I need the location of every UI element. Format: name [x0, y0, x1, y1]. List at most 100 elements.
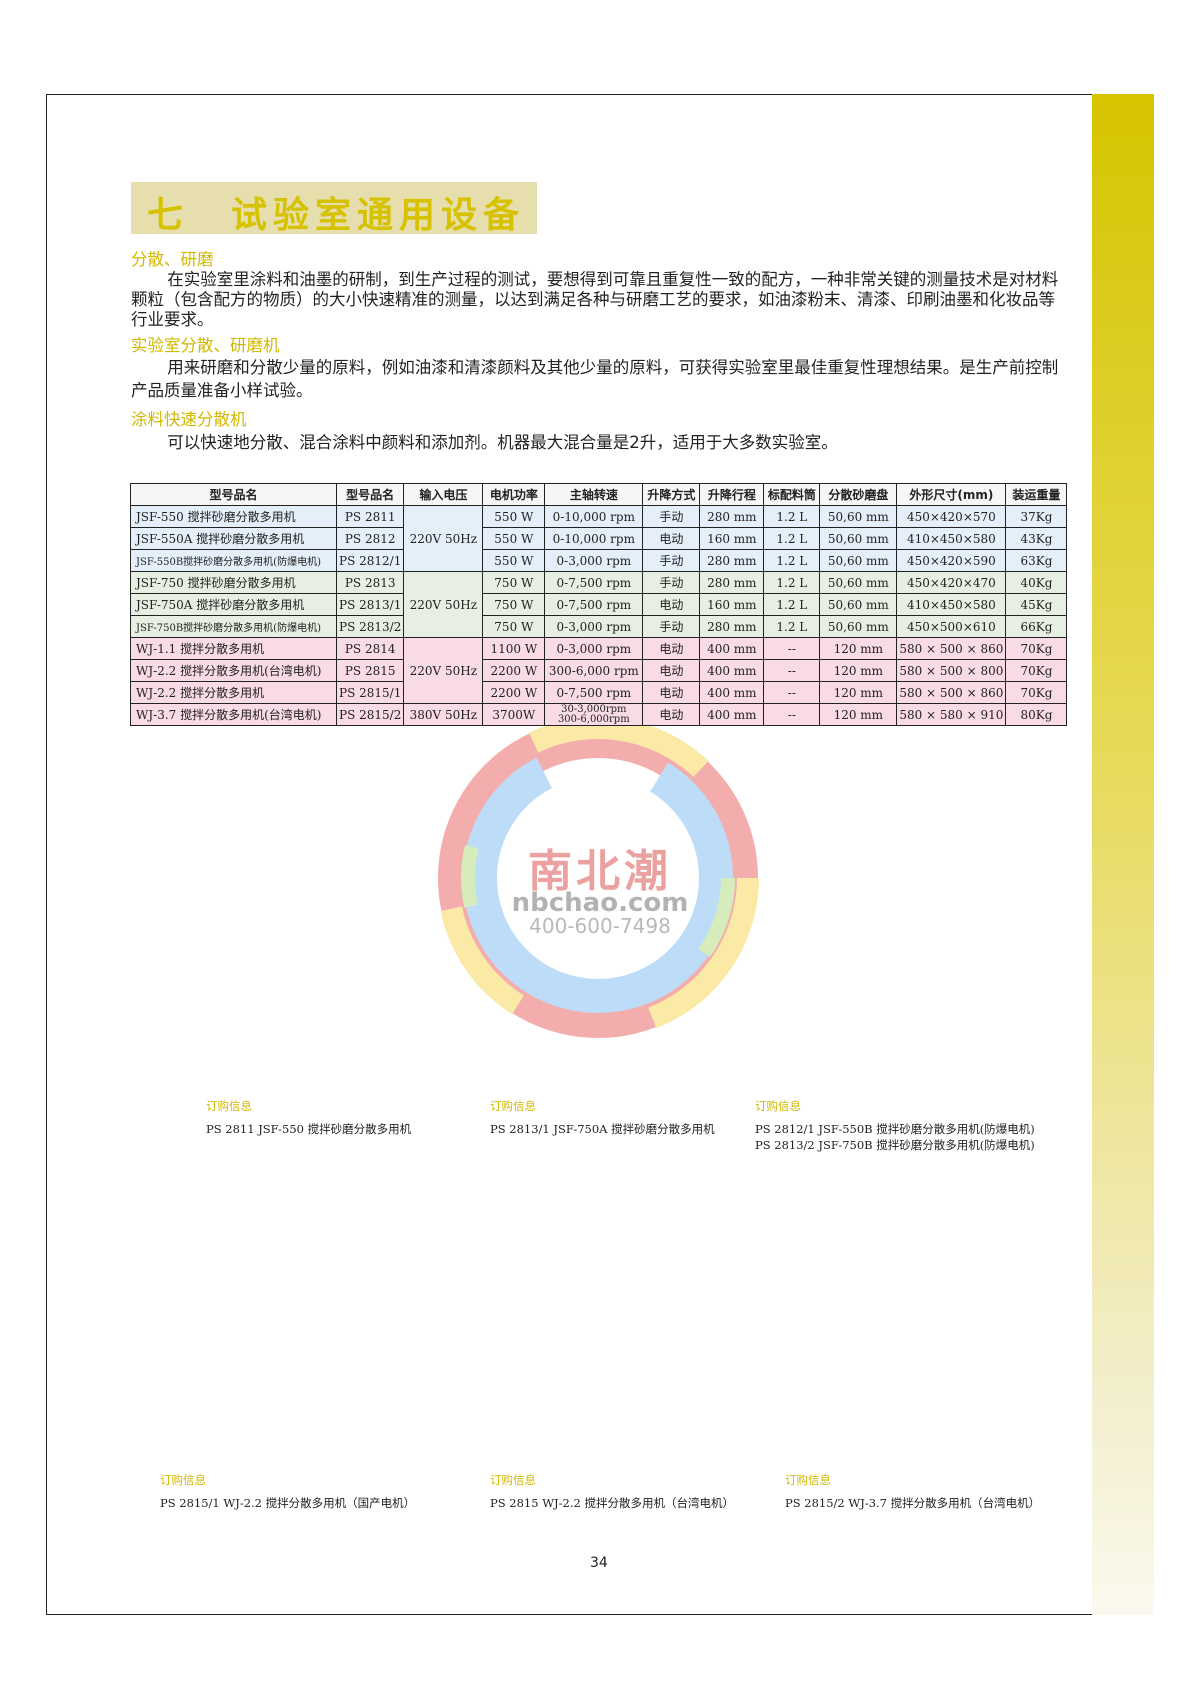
section-body: 在实验室里涂料和油墨的研制，到生产过程的测试，要想得到可靠且重复性一致的配方，一… — [131, 270, 1059, 329]
cell-lift: 电动 — [642, 659, 701, 682]
cell-stroke: 400 mm — [699, 659, 765, 682]
chapter-title-box: 七 试验室通用设备 — [131, 182, 537, 236]
cell-speed: 0-3,000 rpm — [544, 637, 644, 660]
cell-speed: 0-3,000 rpm — [544, 549, 644, 572]
cell-name: WJ-3.7 搅拌分散多用机(台湾电机) — [130, 703, 337, 726]
cell-disc: 120 mm — [819, 703, 898, 726]
section-fast-disperser: 涂料快速分散机 可以快速地分散、混合涂料中颜料和添加剂。机器最大混合量是2升，适… — [131, 410, 1071, 453]
cell-lift: 电动 — [642, 593, 701, 616]
cell-weight: 70Kg — [1005, 659, 1068, 682]
cell-weight: 66Kg — [1005, 615, 1068, 638]
table-row: WJ-2.2 搅拌分散多用机 PS 2815/1 2200 W 0-7,500 rpm… — [130, 681, 1068, 704]
cell-power: 750 W — [482, 615, 546, 638]
cell-model: PS 2815 — [335, 659, 405, 682]
cell-power: 550 W — [482, 505, 546, 528]
cell-power: 750 W — [482, 571, 546, 594]
cell-barrel: 1.2 L — [763, 571, 821, 594]
cell-barrel: 1.2 L — [763, 593, 821, 616]
cell-disc: 50,60 mm — [819, 615, 898, 638]
cell-size: 580 × 500 × 860 — [896, 637, 1007, 660]
cell-size: 580 × 500 × 800 — [896, 659, 1007, 682]
order-info-1: 订购信息 PS 2811 JSF-550 搅拌砂磨分散多用机 — [206, 1098, 411, 1137]
table-row: JSF-750A 搅拌砂磨分散多用机 PS 2813/1 750 W 0-7,500 … — [130, 593, 1068, 616]
table-row: JSF-750B搅拌砂磨分散多用机(防爆电机) PS 2813/2 750 W 0-3… — [130, 615, 1068, 638]
order-line: PS 2815/2 WJ-3.7 搅拌分散多用机（台湾电机） — [785, 1496, 1041, 1510]
section-heading: 涂料快速分散机 — [131, 410, 247, 429]
table-row: JSF-550B搅拌砂磨分散多用机(防爆电机) PS 2812/1 550 W 0-3… — [130, 549, 1068, 572]
section-body: 可以快速地分散、混合涂料中颜料和添加剂。机器最大混合量是2升，适用于大多数实验室… — [167, 433, 838, 452]
order-line: PS 2813/2 JSF-750B 搅拌砂磨分散多用机(防爆电机) — [755, 1138, 1035, 1152]
cell-stroke: 280 mm — [699, 549, 765, 572]
cell-disc: 50,60 mm — [819, 593, 898, 616]
cell-barrel: -- — [763, 681, 821, 704]
order-line: PS 2811 JSF-550 搅拌砂磨分散多用机 — [206, 1122, 412, 1136]
column-header: 型号品名 — [130, 483, 337, 506]
cell-name: JSF-550B搅拌砂磨分散多用机(防爆电机) — [130, 549, 337, 572]
order-line: PS 2815 WJ-2.2 搅拌分散多用机（台湾电机） — [490, 1496, 734, 1510]
section-heading: 分散、研磨 — [131, 250, 214, 269]
cell-size: 580 × 580 × 910 — [896, 703, 1007, 726]
cell-stroke: 160 mm — [699, 593, 765, 616]
cell-stroke: 280 mm — [699, 505, 765, 528]
section-lab-mill: 实验室分散、研磨机 用来研磨和分散少量的原料，例如油漆和清漆颜料及其他少量的原料… — [131, 336, 1071, 402]
cell-name: JSF-550 搅拌砂磨分散多用机 — [130, 505, 337, 528]
column-header: 装运重量 — [1005, 483, 1068, 506]
order-line: PS 2815/1 WJ-2.2 搅拌分散多用机（国产电机） — [160, 1496, 416, 1510]
cell-model: PS 2813/1 — [335, 593, 405, 616]
cell-disc: 50,60 mm — [819, 505, 898, 528]
column-header: 电机功率 — [482, 483, 546, 506]
table-row: JSF-750 搅拌砂磨分散多用机 PS 2813 220V 50Hz 750 W 0-… — [130, 571, 1068, 638]
cell-model: PS 2812/1 — [335, 549, 405, 572]
cell-power: 750 W — [482, 593, 546, 616]
cell-disc: 50,60 mm — [819, 527, 898, 550]
column-header: 型号品名 — [335, 483, 405, 506]
cell-barrel: -- — [763, 659, 821, 682]
order-label: 订购信息 — [755, 1099, 801, 1113]
cell-name: JSF-750B搅拌砂磨分散多用机(防爆电机) — [130, 615, 337, 638]
cell-speed: 0-10,000 rpm — [544, 527, 644, 550]
cell-voltage: 220V 50Hz — [403, 571, 484, 638]
order-label: 订购信息 — [206, 1099, 252, 1113]
cell-lift: 手动 — [642, 505, 701, 528]
cell-speed: 0-7,500 rpm — [544, 571, 644, 594]
cell-power: 2200 W — [482, 659, 546, 682]
order-label: 订购信息 — [785, 1473, 831, 1487]
table-row: JSF-550 搅拌砂磨分散多用机 PS 2811 220V 50Hz 550 W 0-… — [130, 505, 1068, 572]
column-header: 升降行程 — [699, 483, 765, 506]
side-color-bar — [1092, 94, 1154, 1615]
section-body: 用来研磨和分散少量的原料，例如油漆和清漆颜料及其他少量的原料，可获得实验室里最佳… — [131, 358, 1059, 400]
cell-stroke: 400 mm — [699, 703, 765, 726]
cell-speed: 300-6,000 rpm — [544, 659, 644, 682]
cell-name: WJ-2.2 搅拌分散多用机 — [130, 681, 337, 704]
cell-model: PS 2815/1 — [335, 681, 405, 704]
table-row: WJ-3.7 搅拌分散多用机(台湾电机) PS 2815/2 380V 50Hz 37… — [130, 703, 1068, 726]
cell-voltage: 380V 50Hz — [403, 703, 484, 726]
table-row: WJ-2.2 搅拌分散多用机(台湾电机) PS 2815 2200 W 300-6,0… — [130, 659, 1068, 682]
cell-disc: 120 mm — [819, 659, 898, 682]
cell-size: 450×420×590 — [896, 549, 1007, 572]
cell-model: PS 2815/2 — [335, 703, 405, 726]
section-dispersion-grinding: 分散、研磨 在实验室里涂料和油墨的研制，到生产过程的测试，要想得到可靠且重复性一… — [131, 250, 1071, 330]
order-info-6: 订购信息 PS 2815/2 WJ-3.7 搅拌分散多用机（台湾电机） — [785, 1472, 1040, 1511]
cell-stroke: 280 mm — [699, 571, 765, 594]
cell-barrel: -- — [763, 637, 821, 660]
column-header: 外形尺寸(mm) — [896, 483, 1007, 506]
chapter-title: 七 试验室通用设备 — [147, 195, 526, 236]
cell-weight: 80Kg — [1005, 703, 1068, 726]
cell-voltage: 220V 50Hz — [403, 637, 484, 704]
cell-speed: 0-3,000 rpm — [544, 615, 644, 638]
order-info-5: 订购信息 PS 2815 WJ-2.2 搅拌分散多用机（台湾电机） — [490, 1472, 734, 1511]
cell-weight: 63Kg — [1005, 549, 1068, 572]
cell-disc: 50,60 mm — [819, 571, 898, 594]
cell-speed: 30-3,000rpm 300-6,000rpm — [544, 703, 644, 726]
cell-barrel: 1.2 L — [763, 505, 821, 528]
order-line: PS 2813/1 JSF-750A 搅拌砂磨分散多用机 — [490, 1122, 715, 1136]
order-info-3: 订购信息 PS 2812/1 JSF-550B 搅拌砂磨分散多用机(防爆电机) … — [755, 1098, 1035, 1153]
order-label: 订购信息 — [490, 1473, 536, 1487]
table-row: WJ-1.1 搅拌分散多用机 PS 2814 220V 50Hz 1100 W 0-3,… — [130, 637, 1068, 704]
cell-weight: 70Kg — [1005, 637, 1068, 660]
cell-power: 1100 W — [482, 637, 546, 660]
cell-speed: 0-7,500 rpm — [544, 593, 644, 616]
page-frame — [46, 94, 1093, 1615]
order-label: 订购信息 — [160, 1473, 206, 1487]
